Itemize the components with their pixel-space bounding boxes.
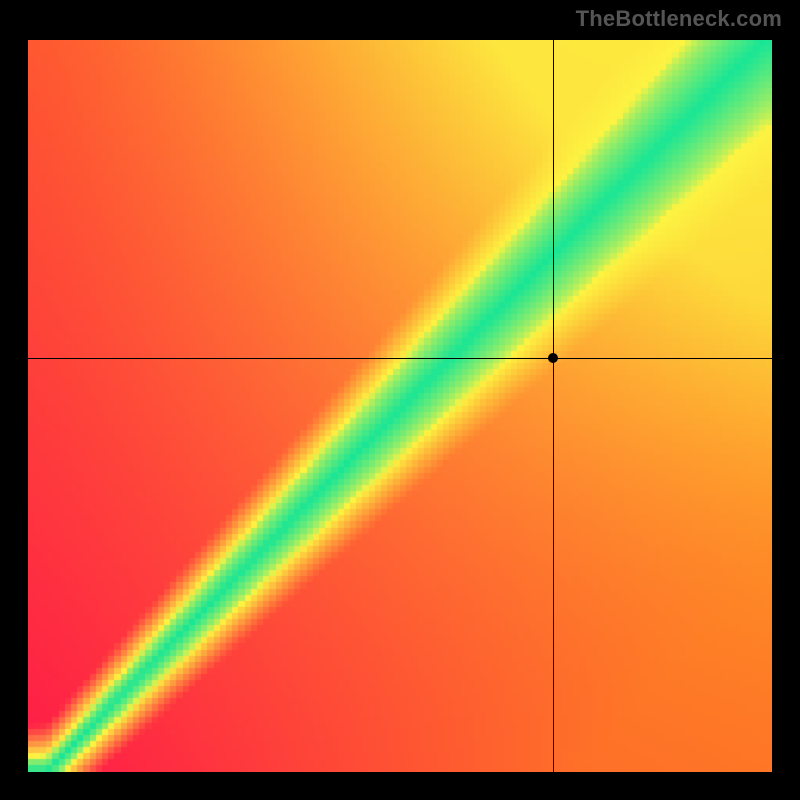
crosshair-dot	[548, 353, 558, 363]
watermark-text: TheBottleneck.com	[576, 6, 782, 32]
heatmap-canvas	[28, 40, 772, 772]
chart-container: TheBottleneck.com	[0, 0, 800, 800]
crosshair-horizontal	[28, 358, 772, 359]
crosshair-vertical	[553, 40, 554, 772]
